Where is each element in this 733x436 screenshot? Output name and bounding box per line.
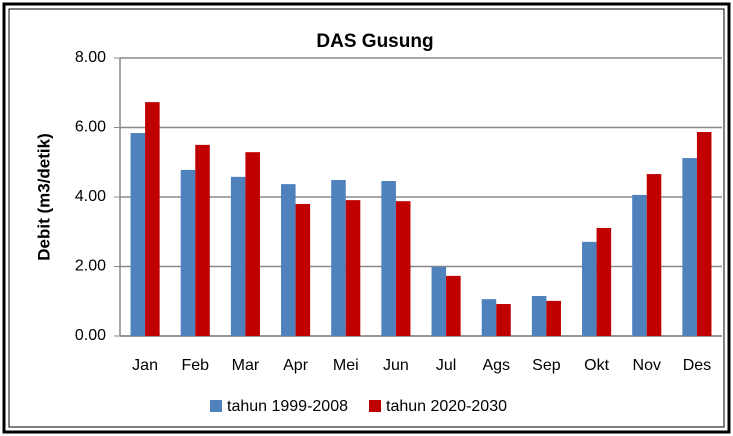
bar — [145, 102, 160, 336]
bar — [245, 152, 260, 336]
y-tick-label: 0.00 — [75, 327, 106, 344]
legend-swatch — [369, 400, 381, 412]
x-tick-label: Ags — [482, 357, 510, 374]
bar — [481, 299, 497, 336]
bar — [446, 275, 461, 336]
bar — [381, 181, 396, 336]
bar — [596, 227, 612, 336]
x-tick-label: Des — [683, 357, 711, 374]
x-tick-label: Okt — [584, 357, 609, 374]
bar — [195, 144, 210, 336]
legend-swatch — [210, 400, 222, 412]
legend-label: tahun 2020-2030 — [386, 398, 507, 415]
y-tick-label: 4.00 — [75, 188, 106, 205]
bar — [230, 176, 246, 336]
x-tick-label: Feb — [181, 357, 209, 374]
y-axis-label: Debit (m3/detik) — [34, 133, 53, 261]
bar — [582, 241, 597, 336]
x-tick-label: Jun — [383, 357, 409, 374]
x-tick-label: Apr — [283, 357, 309, 374]
bar — [395, 201, 411, 336]
y-tick-label: 8.00 — [75, 49, 106, 66]
bar — [646, 174, 662, 336]
bar — [281, 184, 296, 336]
y-tick-label: 6.00 — [75, 119, 106, 136]
bar — [496, 304, 511, 336]
y-tick-label: 2.00 — [75, 258, 106, 275]
inner-border — [8, 8, 725, 428]
bar — [682, 158, 697, 336]
bar — [295, 203, 311, 336]
x-tick-label: Mei — [333, 357, 359, 374]
bar — [345, 200, 361, 336]
bar — [431, 266, 447, 336]
bar — [632, 194, 647, 336]
x-tick-label: Jan — [132, 357, 158, 374]
bar — [130, 133, 146, 336]
bar — [696, 132, 712, 336]
bar — [331, 179, 346, 336]
x-tick-label: Sep — [532, 357, 561, 374]
bar — [531, 296, 547, 336]
x-tick-label: Jul — [436, 357, 456, 374]
bar — [180, 169, 196, 336]
legend-label: tahun 1999-2008 — [227, 398, 348, 415]
bar — [546, 300, 561, 336]
x-tick-label: Mar — [232, 357, 260, 374]
chart-title: DAS Gusung — [316, 31, 433, 52]
x-tick-label: Nov — [633, 357, 661, 374]
